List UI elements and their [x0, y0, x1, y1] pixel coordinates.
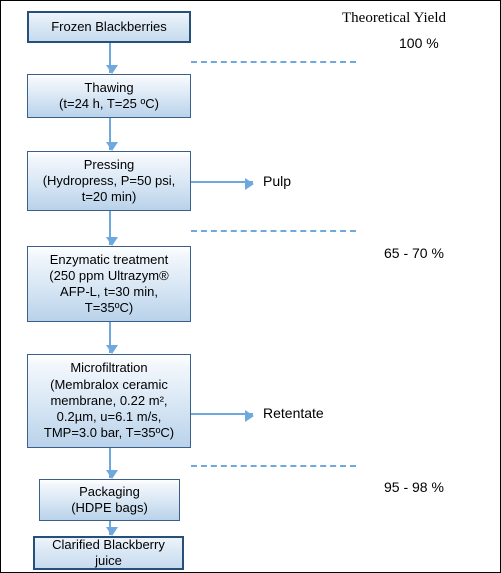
node-enzymatic-treatment: Enzymatic treatment (250 ppm Ultrazym® A… [27, 246, 191, 322]
yield-100: 100 % [399, 35, 439, 51]
arrow-n5-n6 [109, 521, 111, 535]
yield-65-70: 65 - 70 % [384, 245, 444, 261]
arrow-n4-n5 [109, 448, 111, 478]
arrow-to-pulp [191, 181, 253, 183]
arrow-to-retentate [191, 413, 253, 415]
flowchart-canvas: Theoretical Yield Frozen Blackberries Th… [0, 0, 501, 573]
node-frozen-blackberries: Frozen Blackberries [27, 11, 191, 43]
arrow-n0-n1 [109, 43, 111, 73]
node-packaging: Packaging (HDPE bags) [39, 479, 180, 521]
node-thawing: Thawing (t=24 h, T=25 ºC) [27, 74, 191, 118]
label-pulp: Pulp [263, 173, 291, 189]
arrow-n3-n4 [109, 322, 111, 353]
node-pressing: Pressing (Hydropress, P=50 psi, t=20 min… [27, 151, 191, 211]
arrow-n2-n3 [109, 211, 111, 245]
node-clarified-juice: Clarified Blackberry juice [33, 536, 184, 570]
label-retentate: Retentate [263, 405, 324, 421]
dash-yield-2 [191, 230, 356, 232]
header-theoretical-yield: Theoretical Yield [342, 10, 446, 27]
arrow-n1-n2 [109, 118, 111, 150]
dash-yield-3 [191, 465, 356, 467]
node-microfiltration: Microfiltration (Membralox ceramic membr… [27, 354, 191, 448]
yield-95-98: 95 - 98 % [384, 479, 444, 495]
dash-yield-1 [191, 61, 356, 63]
